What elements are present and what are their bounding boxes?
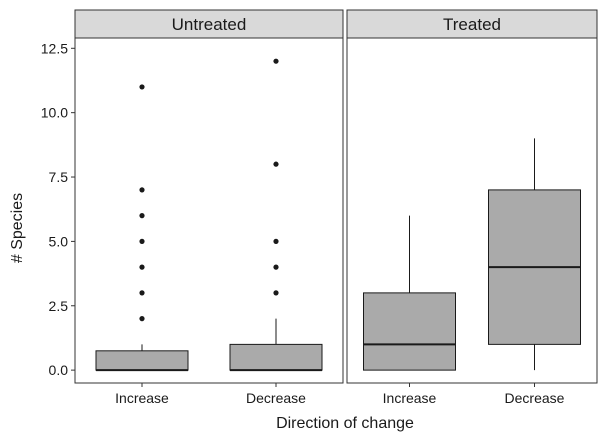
y-axis: 0.0 2.5 5.0 7.5 10.0 12.5 (41, 40, 75, 378)
outlier-point (273, 264, 279, 270)
panel-frame (74, 37, 344, 384)
panel-title: Treated (443, 15, 501, 34)
panel-strip (346, 9, 598, 39)
box-increase (363, 215, 456, 371)
panel-strip (74, 9, 344, 39)
outlier-point (273, 238, 279, 244)
x-tick-label: Increase (115, 390, 169, 406)
outlier-point (139, 238, 145, 244)
outlier-point (139, 187, 145, 193)
outlier-point (139, 316, 145, 322)
y-tick-label: 7.5 (49, 169, 69, 185)
box-body (363, 292, 456, 371)
x-axis-title: Direction of change (276, 415, 414, 432)
y-tick-label: 2.5 (49, 298, 69, 314)
outlier-point (273, 290, 279, 296)
box-body (229, 343, 323, 371)
box-body (95, 350, 189, 371)
panel-1: Untreated Increase Decrease (74, 9, 344, 406)
x-tick-label: Increase (383, 390, 437, 406)
outlier-point (139, 213, 145, 219)
panels-group: Untreated Increase Decrease Treated Increase… (74, 9, 598, 406)
outlier-point (139, 264, 145, 270)
y-tick-label: 12.5 (41, 40, 68, 56)
box-decrease (229, 58, 323, 372)
panel-2: Treated Increase Decrease (346, 9, 598, 406)
y-tick-label: 5.0 (49, 233, 69, 249)
outlier-point (273, 58, 279, 64)
outlier-point (139, 84, 145, 90)
y-tick-label: 0.0 (49, 362, 69, 378)
box-decrease (488, 138, 581, 371)
box-increase (95, 84, 189, 372)
x-tick-label: Decrease (246, 390, 306, 406)
outlier-point (273, 161, 279, 167)
x-tick-label: Decrease (505, 390, 565, 406)
y-tick-label: 10.0 (41, 105, 68, 121)
panel-title: Untreated (172, 15, 247, 34)
outlier-point (139, 290, 145, 296)
y-axis-title: # Species (9, 193, 26, 263)
